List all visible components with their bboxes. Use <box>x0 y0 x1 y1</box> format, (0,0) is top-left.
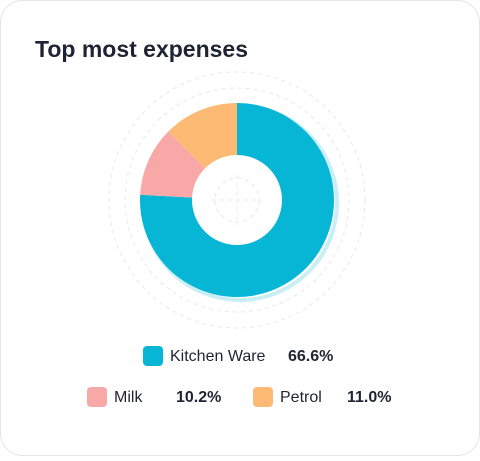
legend-value: 66.6% <box>288 348 333 365</box>
pie-slice <box>140 131 206 198</box>
legend-label: Kitchen Ware <box>170 348 266 365</box>
pie-slice <box>140 103 334 298</box>
legend-swatch <box>87 387 107 407</box>
background-grid <box>108 71 366 329</box>
legend-value: 10.2% <box>176 389 221 406</box>
pie-slice <box>168 103 237 169</box>
legend-label: Petrol <box>280 389 322 406</box>
legend-swatch <box>253 387 273 407</box>
legend-value: 11.0% <box>347 389 391 406</box>
legend-swatch <box>143 346 163 366</box>
legend-label: Milk <box>114 389 143 406</box>
card-title: Top most expenses <box>35 36 248 62</box>
